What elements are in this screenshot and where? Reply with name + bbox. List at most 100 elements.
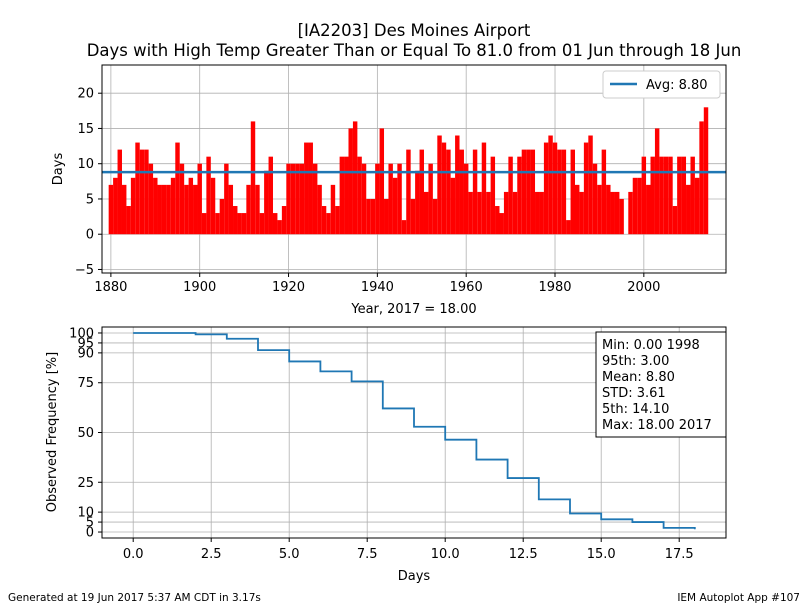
bar-1966 [490,156,496,235]
bar-1979 [548,135,553,235]
bar-1910 [241,213,247,235]
bar-1943 [388,163,393,235]
top-chart-ticks: 1880 1900 1920 1940 1960 1980 2000 −5 0 5 10 15 20 [75,87,661,295]
bar-1913 [255,184,260,235]
top-x-tick-label: 1900 [183,280,216,295]
bar-1888 [144,149,149,235]
bar-1936 [357,156,362,235]
bar-2014 [703,107,709,235]
bar-1960 [463,163,469,235]
top-x-tick-label: 2000 [627,280,660,295]
top-chart-x-axis-label: Year, 2017 = 18.00 [350,302,476,317]
bar-1907 [228,184,234,235]
bottom-chart-x-axis-label: Days [398,569,431,584]
bar-1889 [148,163,154,235]
bottom-x-tick-label: 5.0 [279,547,300,562]
bar-1924 [304,142,309,235]
bar-1940 [375,163,380,235]
bar-1981 [557,149,562,235]
top-x-tick-label: 1920 [272,280,305,295]
bar-1900 [197,163,202,235]
bar-1927 [317,184,322,235]
bar-1993 [610,191,615,235]
bar-1971 [512,191,518,235]
bar-1984 [570,149,575,235]
bar-1923 [299,163,305,235]
bar-1935 [352,121,358,235]
bar-1946 [401,220,407,235]
bar-1986 [579,191,584,235]
bottom-x-tick-label: 7.5 [357,547,378,562]
bar-1954 [437,135,442,235]
bar-1926 [312,163,318,235]
bar-1970 [508,156,513,235]
bar-1898 [188,177,194,235]
bar-1896 [179,163,185,235]
top-x-tick-label: 1980 [538,280,571,295]
bar-1949 [415,170,420,235]
bar-1917 [272,213,278,235]
bar-1895 [175,142,180,235]
bar-1994 [614,191,620,235]
top-x-tick-label: 1960 [450,280,483,295]
bottom-y-tick-label: 25 [77,476,94,491]
bar-1916 [268,156,273,235]
bar-1974 [526,149,531,235]
bar-1908 [233,206,238,235]
bar-1977 [539,191,544,235]
bar-1880 [108,184,114,235]
stat-std: STD: 3.61 [602,386,666,401]
bar-2011 [690,156,695,235]
bar-2007 [672,206,678,235]
bottom-y-tick-label: 50 [77,426,94,441]
bar-1983 [566,220,571,235]
bar-1951 [423,191,429,235]
top-chart-bars [108,107,709,235]
bar-1997 [628,191,633,235]
bar-1957 [450,177,456,235]
bar-1961 [468,191,473,235]
bar-1990 [597,184,602,235]
bar-1975 [530,149,536,235]
bar-1894 [170,177,176,235]
bar-2001 [646,184,651,235]
bar-1947 [406,149,411,235]
bar-1944 [392,177,398,235]
bar-1885 [130,177,136,235]
bottom-y-tick-label: 0 [86,526,94,541]
bottom-y-tick-label: 90 [77,346,94,361]
top-y-tick-label: 20 [77,87,94,102]
bar-1972 [517,156,522,235]
bar-1976 [535,191,540,235]
top-y-tick-label: 0 [86,228,94,243]
bar-1956 [446,149,451,235]
top-x-tick-label: 1880 [94,280,127,295]
bottom-x-tick-label: 10.0 [431,547,460,562]
bar-1915 [264,170,269,235]
bar-1967 [495,206,500,235]
bar-1945 [397,163,402,235]
bottom-y-tick-label: 75 [77,376,94,391]
bar-2006 [668,156,673,235]
bottom-y-tick-label: 10 [77,506,94,521]
bar-1890 [153,177,158,235]
chart-subtitle: Days with High Temp Greater Than or Equa… [87,41,742,60]
bar-2012 [694,177,700,235]
stat-5th: 5th: 14.10 [602,402,669,417]
bar-1929 [326,213,331,235]
bar-1952 [428,163,433,235]
footer-app: IEM Autoplot App #107 [677,592,800,604]
bar-1901 [201,213,207,235]
bar-1995 [619,198,624,235]
bar-2002 [650,156,655,235]
bar-2000 [641,156,647,235]
bar-1980 [552,142,558,235]
bar-1959 [459,149,464,235]
bar-1911 [246,184,251,235]
bottom-chart-y-axis-label: Observed Frequency [%] [45,352,60,512]
bar-1939 [370,198,376,235]
bar-1937 [361,163,367,235]
bottom-x-tick-label: 15.0 [587,547,616,562]
